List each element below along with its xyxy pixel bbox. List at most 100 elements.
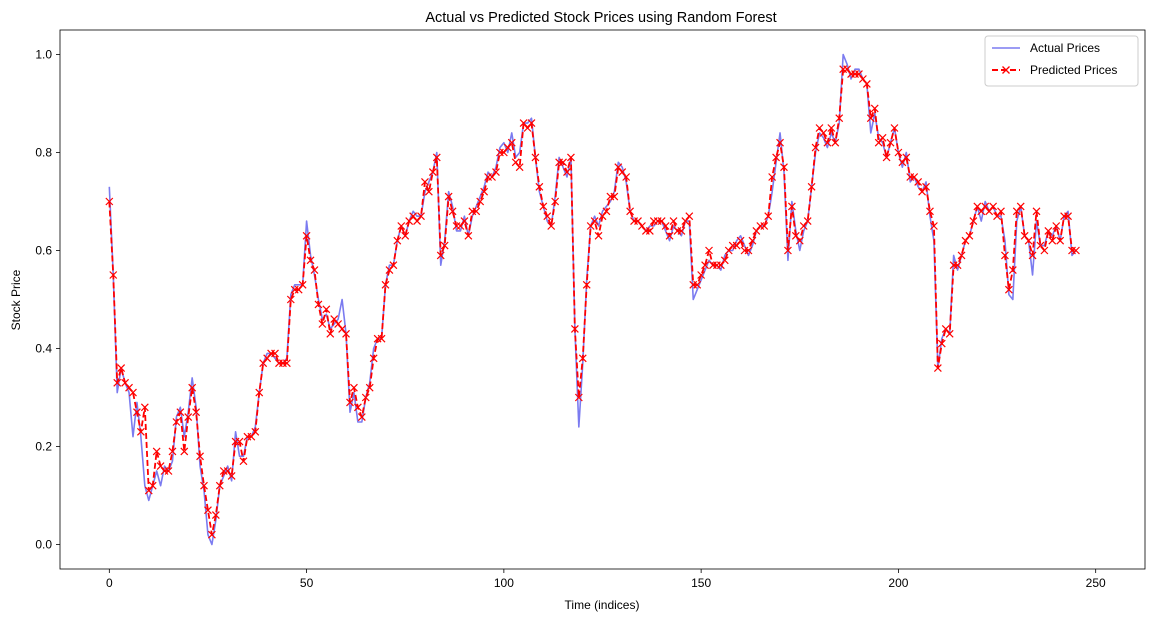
predicted-point bbox=[200, 481, 208, 490]
x-tick-label: 50 bbox=[300, 576, 314, 590]
predicted-point bbox=[184, 413, 193, 422]
x-tick-label: 100 bbox=[494, 576, 514, 590]
predicted-point bbox=[302, 231, 311, 240]
predicted-point bbox=[933, 364, 942, 373]
predicted-point bbox=[823, 138, 832, 147]
predicted-point bbox=[626, 207, 635, 216]
predicted-point bbox=[870, 104, 879, 113]
predicted-point bbox=[598, 212, 607, 221]
predicted-point bbox=[890, 124, 899, 132]
predicted-point bbox=[1032, 207, 1041, 216]
predicted-point bbox=[993, 212, 1001, 221]
predicted-point bbox=[196, 452, 204, 461]
y-tick-label: 0.0 bbox=[35, 538, 52, 552]
predicted-point bbox=[413, 217, 421, 226]
predicted-point bbox=[791, 231, 800, 240]
predicted-point bbox=[590, 217, 599, 226]
predicted-point bbox=[424, 187, 433, 196]
predicted-point bbox=[918, 187, 927, 196]
predicted-point bbox=[594, 231, 603, 240]
predicted-point bbox=[1008, 266, 1017, 275]
predicted-point bbox=[902, 153, 911, 162]
predicted-point bbox=[543, 212, 552, 221]
predicted-point bbox=[499, 148, 508, 157]
predicted-point bbox=[768, 173, 777, 181]
predicted-point bbox=[409, 212, 418, 221]
predicted-point bbox=[223, 467, 232, 475]
predicted-point bbox=[515, 163, 524, 172]
predicted-point bbox=[736, 236, 745, 245]
y-tick-label: 0.4 bbox=[35, 342, 52, 356]
predicted-point bbox=[697, 271, 706, 279]
predicted-point bbox=[563, 168, 571, 177]
predicted-point bbox=[681, 217, 690, 226]
predicted-point bbox=[397, 222, 406, 230]
legend-box bbox=[984, 35, 1139, 87]
x-tick-label: 250 bbox=[1086, 576, 1106, 590]
predicted-point bbox=[764, 212, 773, 221]
predicted-point bbox=[772, 153, 781, 162]
y-axis-label: Stock Price bbox=[9, 269, 23, 330]
predicted-point bbox=[531, 153, 540, 162]
predicted-point bbox=[318, 320, 327, 328]
predicted-point bbox=[369, 354, 378, 363]
predicted-point bbox=[365, 383, 374, 392]
predicted-point bbox=[780, 163, 788, 172]
predicted-point bbox=[385, 266, 394, 275]
series-layer bbox=[105, 53, 1080, 546]
predicted-point bbox=[148, 481, 157, 490]
predicted-point bbox=[1052, 222, 1061, 230]
predicted-point bbox=[610, 192, 619, 201]
predicted-point bbox=[136, 427, 145, 436]
predicted-point bbox=[350, 383, 358, 392]
predicted-point bbox=[657, 217, 666, 226]
legend-label-predicted: Predicted Prices bbox=[1030, 63, 1117, 77]
predicted-point bbox=[417, 212, 425, 221]
predicted-point bbox=[665, 231, 674, 240]
predicted-point bbox=[440, 241, 449, 250]
predicted-point bbox=[866, 114, 875, 123]
predicted-point bbox=[460, 217, 469, 226]
predicted-point bbox=[1024, 236, 1033, 245]
predicted-point bbox=[645, 226, 654, 235]
predicted-point bbox=[957, 251, 966, 260]
predicted-point bbox=[926, 207, 934, 216]
predicted-point bbox=[188, 383, 197, 392]
predicted-point bbox=[1036, 241, 1045, 250]
predicted-point bbox=[152, 447, 161, 456]
predicted-point bbox=[125, 383, 133, 392]
predicted-point bbox=[306, 256, 315, 265]
predicted-point bbox=[235, 437, 244, 446]
predicted-point bbox=[377, 334, 386, 343]
predicted-point bbox=[807, 182, 816, 191]
predicted-point bbox=[945, 329, 954, 338]
predicted-point bbox=[815, 124, 824, 132]
predicted-point bbox=[511, 158, 520, 167]
predicted-point bbox=[1040, 246, 1049, 255]
predicted-point bbox=[282, 359, 291, 368]
predicted-point bbox=[582, 280, 591, 289]
predicted-point bbox=[570, 324, 579, 333]
predicted-point bbox=[969, 217, 978, 226]
predicted-point bbox=[578, 354, 587, 363]
predicted-point bbox=[144, 486, 153, 495]
predicted-point bbox=[989, 202, 998, 211]
predicted-point bbox=[472, 207, 481, 216]
predicted-point bbox=[1012, 207, 1021, 216]
y-tick-label: 0.6 bbox=[35, 244, 52, 258]
predicted-point bbox=[1072, 246, 1080, 255]
predicted-point bbox=[535, 182, 544, 191]
predicted-point bbox=[586, 222, 595, 230]
predicted-point bbox=[117, 364, 126, 373]
plot-frame bbox=[59, 29, 1146, 570]
predicted-point bbox=[638, 222, 646, 230]
predicted-point bbox=[602, 207, 611, 216]
predicted-point bbox=[346, 398, 354, 407]
predicted-point bbox=[444, 192, 453, 201]
predicted-point bbox=[251, 427, 260, 436]
predicted-point bbox=[1064, 212, 1072, 221]
predicted-point bbox=[204, 506, 212, 515]
predicted-point bbox=[353, 403, 362, 412]
predicted-point bbox=[211, 511, 220, 520]
